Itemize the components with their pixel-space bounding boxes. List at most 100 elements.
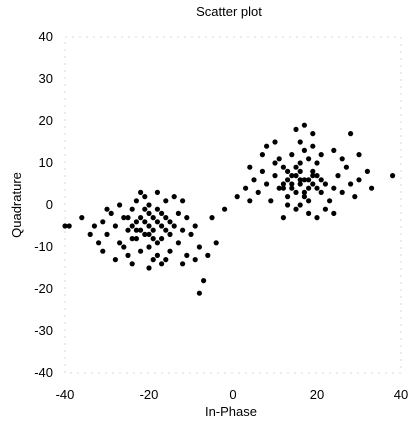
scatter-point-0-18 <box>133 236 139 242</box>
scatter-point-1-79 <box>280 185 286 191</box>
data-points <box>62 122 396 296</box>
scatter-point-0-35 <box>108 210 114 216</box>
scatter-point-0-43 <box>192 223 198 229</box>
scatter-point-1-56 <box>364 168 370 174</box>
scatter-point-1-3 <box>301 189 307 195</box>
scatter-point-0-39 <box>104 231 110 237</box>
scatter-point-0-70 <box>167 231 173 237</box>
scatter-point-1-72 <box>310 173 316 179</box>
scatter-point-0-53 <box>196 290 202 296</box>
scatter-point-1-66 <box>234 194 240 200</box>
scatter-point-0-3 <box>150 215 156 221</box>
scatter-point-1-29 <box>327 198 333 204</box>
scatter-point-0-20 <box>121 215 127 221</box>
scatter-point-1-32 <box>318 152 324 158</box>
scatter-point-1-12 <box>306 198 312 204</box>
scatter-point-0-74 <box>159 236 165 242</box>
x-tick-label: -40 <box>56 387 75 402</box>
plot-frame <box>64 36 402 374</box>
scatter-point-1-75 <box>289 181 295 187</box>
scatter-point-1-41 <box>272 160 278 166</box>
scatter-point-0-41 <box>121 244 127 250</box>
scatter-point-0-60 <box>163 257 169 263</box>
scatter-point-0-55 <box>209 215 215 221</box>
scatter-point-1-49 <box>356 177 362 183</box>
scatter-point-0-33 <box>125 252 131 258</box>
y-tick-label: 10 <box>39 155 53 170</box>
y-tick-label: -40 <box>34 365 53 380</box>
scatter-point-0-66 <box>175 210 181 216</box>
scatter-point-0-12 <box>154 240 160 246</box>
x-tick-label: -20 <box>140 387 159 402</box>
scatter-point-0-47 <box>96 240 102 246</box>
scatter-point-1-33 <box>276 156 282 162</box>
scatter-point-1-37 <box>285 202 291 208</box>
scatter-point-0-71 <box>125 215 131 221</box>
scatter-point-0-42 <box>100 219 106 225</box>
scatter-point-1-52 <box>301 122 307 128</box>
scatter-point-0-29 <box>175 240 181 246</box>
scatter-point-1-63 <box>339 156 345 162</box>
scatter-point-1-42 <box>251 177 257 183</box>
scatter-point-1-0 <box>297 181 303 187</box>
scatter-point-1-50 <box>369 185 375 191</box>
scatter-point-1-25 <box>264 181 270 187</box>
scatter-point-1-35 <box>259 168 265 174</box>
x-tick-label: 20 <box>310 387 324 402</box>
scatter-point-1-78 <box>314 173 320 179</box>
scatter-point-1-17 <box>310 168 316 174</box>
y-tick-label: 0 <box>46 197 53 212</box>
scatter-point-0-73 <box>142 219 148 225</box>
scatter-point-1-53 <box>310 131 316 137</box>
y-tick-label: 20 <box>39 113 53 128</box>
scatter-point-0-7 <box>146 210 152 216</box>
scatter-point-0-1 <box>154 219 160 225</box>
scatter-point-0-36 <box>159 261 165 267</box>
scatter-point-0-9 <box>129 223 135 229</box>
scatter-point-1-28 <box>314 160 320 166</box>
scatter-point-1-10 <box>301 194 307 200</box>
scatter-point-1-4 <box>293 173 299 179</box>
scatter-point-1-19 <box>322 181 328 187</box>
scatter-point-1-62 <box>259 152 265 158</box>
scatter-point-1-69 <box>331 210 337 216</box>
y-axis-label: Quadrature <box>9 172 24 238</box>
scatter-point-1-26 <box>301 147 307 153</box>
scatter-point-1-8 <box>314 185 320 191</box>
scatter-point-1-14 <box>318 177 324 183</box>
chart-title: Scatter plot <box>196 4 262 19</box>
scatter-point-0-76 <box>163 215 169 221</box>
scatter-point-0-10 <box>150 236 156 242</box>
scatter-point-0-15 <box>125 227 131 233</box>
scatter-point-0-65 <box>87 231 93 237</box>
scatter-point-1-30 <box>268 198 274 204</box>
scatter-point-0-56 <box>213 240 219 246</box>
scatter-point-1-57 <box>331 147 337 153</box>
scatter-point-0-79 <box>154 206 160 212</box>
scatter-point-0-75 <box>133 227 139 233</box>
x-axis-label: In-Phase <box>205 404 257 419</box>
scatter-point-1-48 <box>243 185 249 191</box>
scatter-point-1-61 <box>280 215 286 221</box>
scatter-point-1-34 <box>335 173 341 179</box>
scatter-point-1-7 <box>297 168 303 174</box>
scatter-point-0-27 <box>129 206 135 212</box>
scatter-point-1-47 <box>247 164 253 170</box>
scatter-point-1-16 <box>297 160 303 166</box>
scatter-point-0-72 <box>150 227 156 233</box>
scatter-point-0-78 <box>146 231 152 237</box>
scatter-point-0-68 <box>184 252 190 258</box>
scatter-point-0-51 <box>62 223 68 229</box>
x-axis-ticks: -40 -20 0 20 40 <box>56 387 409 402</box>
scatter-point-1-21 <box>297 202 303 208</box>
scatter-point-0-69 <box>104 206 110 212</box>
scatter-point-0-59 <box>129 261 135 267</box>
scatter-point-0-40 <box>171 194 177 200</box>
scatter-point-0-52 <box>201 278 207 284</box>
scatter-point-1-1 <box>306 177 312 183</box>
scatter-point-0-8 <box>163 227 169 233</box>
scatter-point-0-37 <box>133 198 139 204</box>
scatter-point-0-32 <box>167 248 173 254</box>
